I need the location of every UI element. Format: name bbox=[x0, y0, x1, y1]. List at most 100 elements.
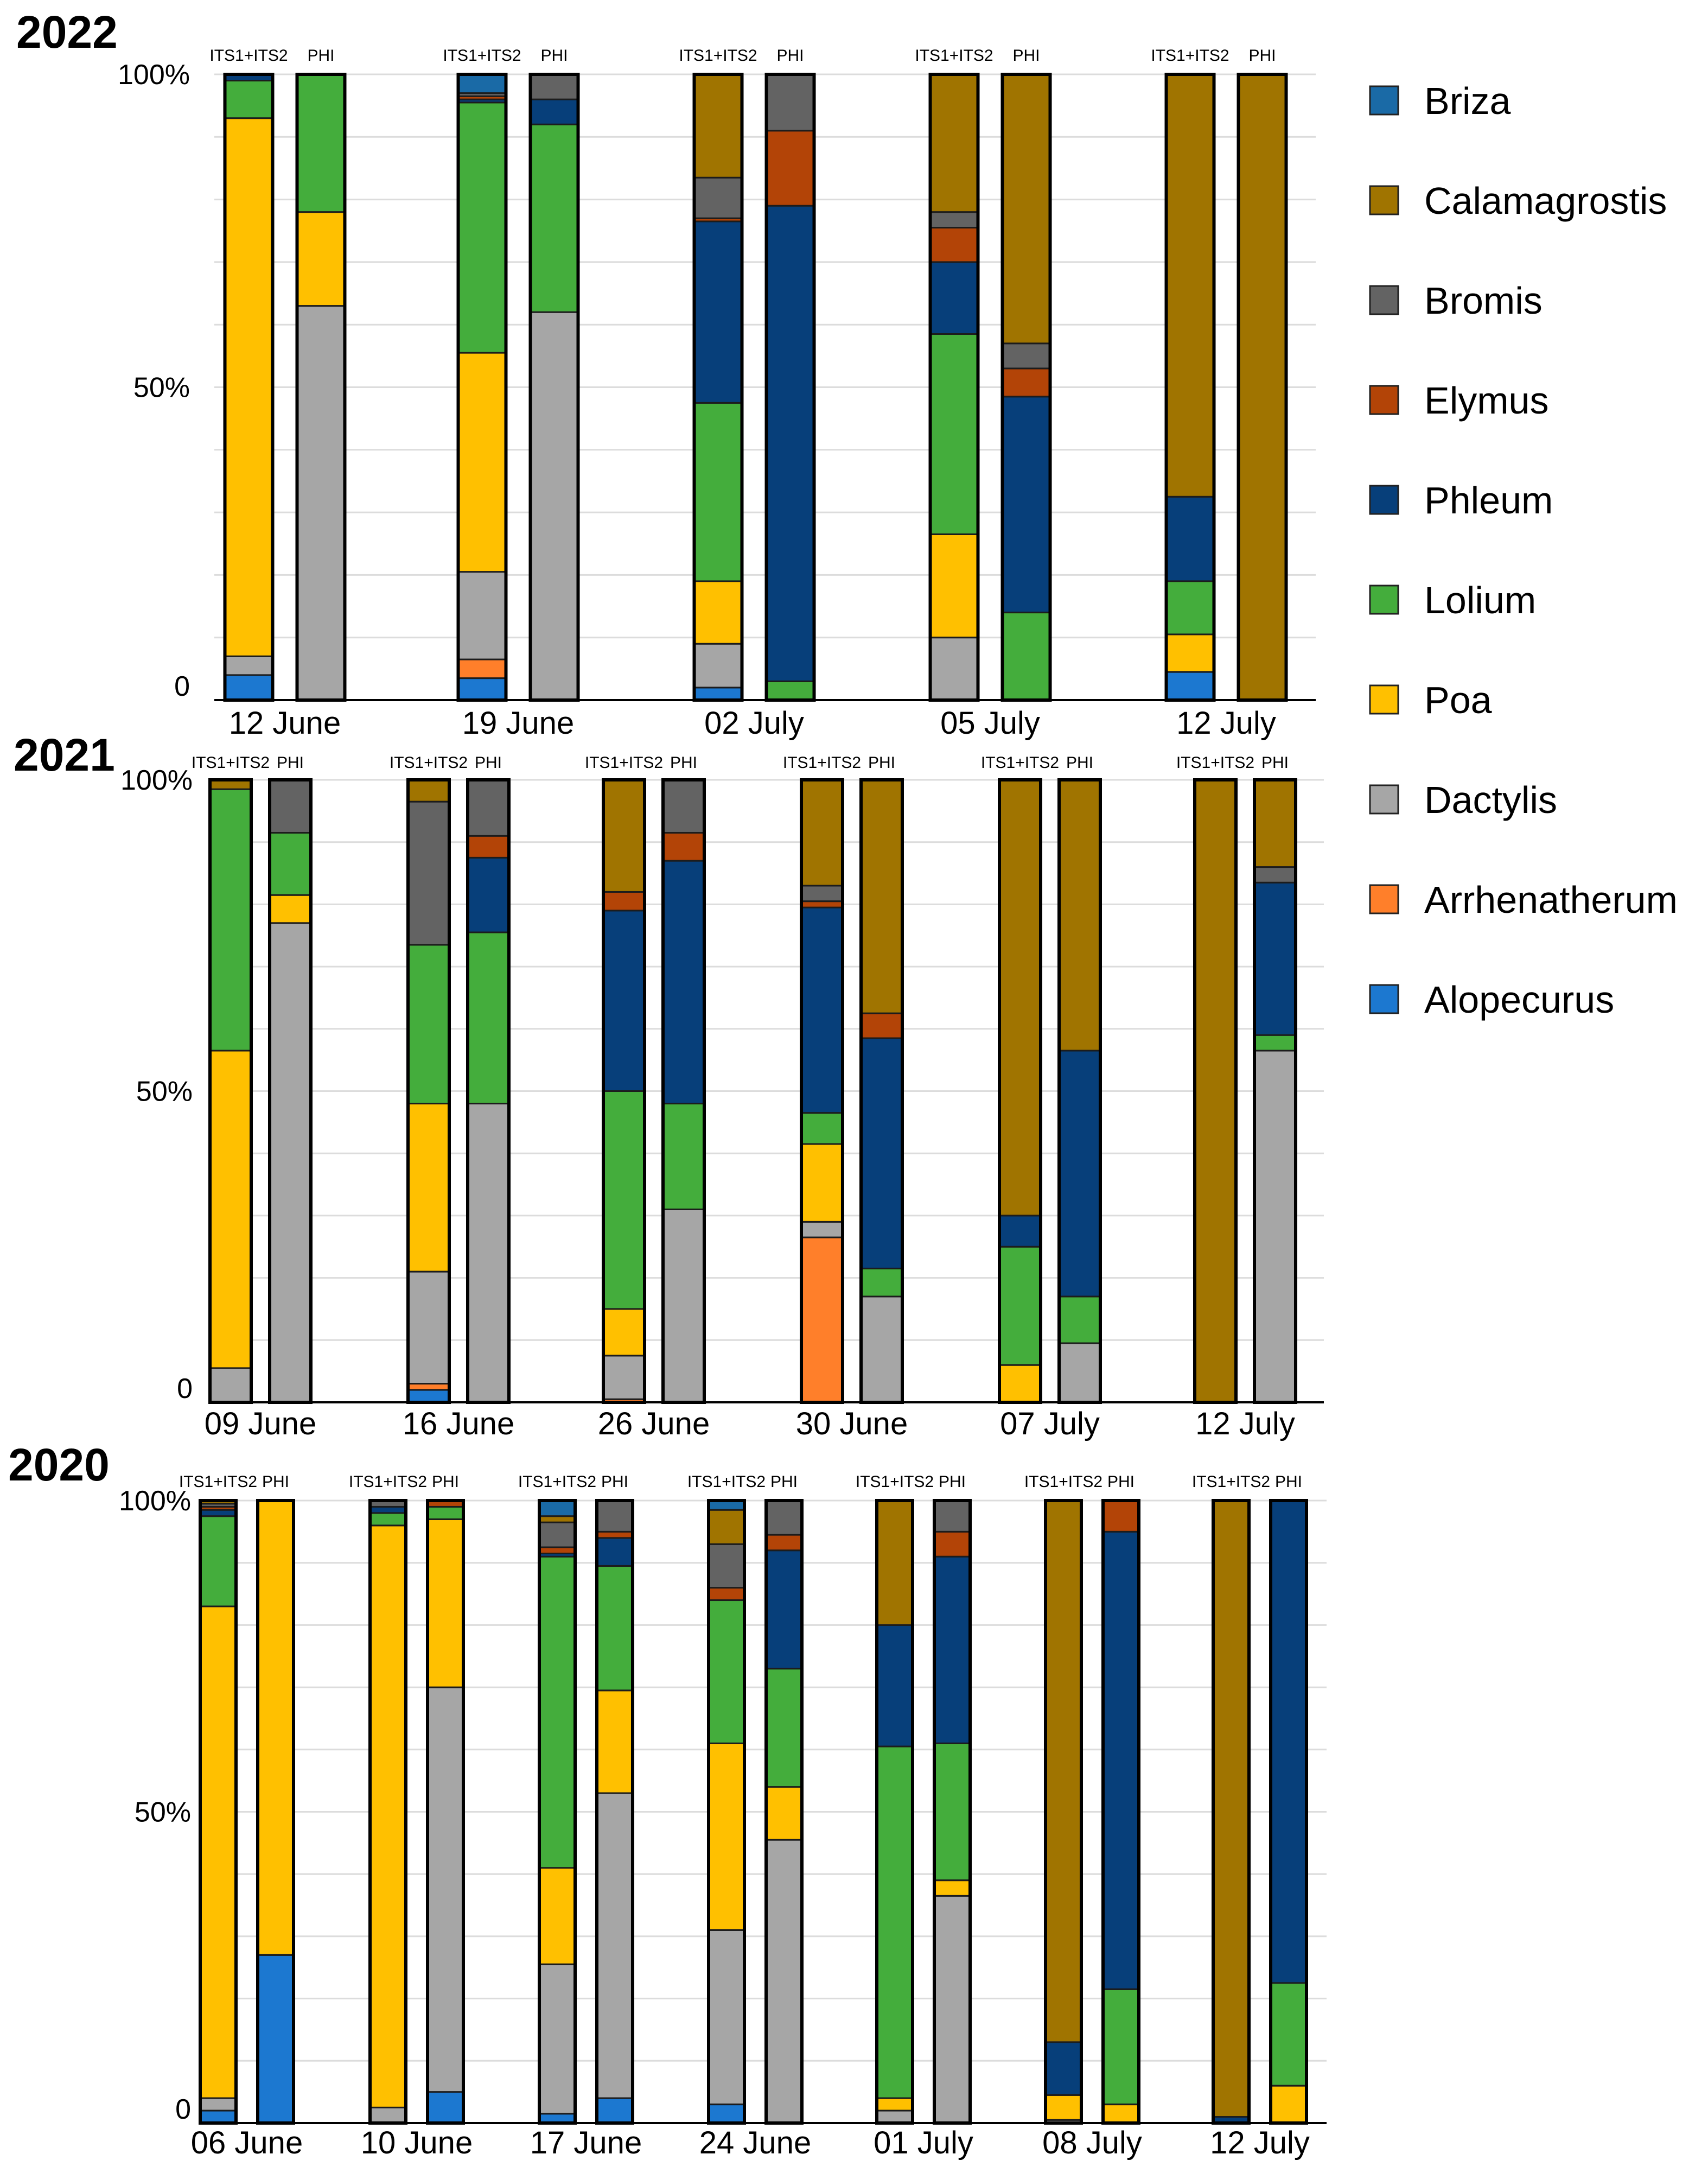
bar-segment-dactylis bbox=[766, 1840, 802, 2123]
date-label: 06 June bbox=[191, 2125, 303, 2160]
bar-segment-poa bbox=[200, 1606, 236, 2098]
legend-swatch bbox=[1370, 586, 1398, 614]
bar-phi bbox=[861, 780, 902, 1402]
bar-segment-alopecurus bbox=[408, 1390, 449, 1402]
column-label: PHI bbox=[475, 754, 502, 772]
legend-label: Briza bbox=[1424, 80, 1511, 122]
bar-its bbox=[458, 74, 506, 700]
bar-segment-lolium bbox=[934, 1743, 970, 1880]
group-26-june: ITS1+ITS2 PHI26 June bbox=[585, 754, 710, 1441]
bar-segment-poa bbox=[225, 118, 273, 657]
bar-its bbox=[1046, 1501, 1081, 2123]
bar-segment-phleum bbox=[663, 861, 704, 1103]
bar-segment-dactylis bbox=[1254, 1051, 1296, 1402]
legend-swatch bbox=[1370, 386, 1398, 414]
bar-segment-poa bbox=[539, 1868, 575, 1965]
bar-segment-lolium bbox=[1059, 1297, 1100, 1343]
bar-segment-poa bbox=[1103, 2105, 1139, 2123]
bar-segment-poa bbox=[597, 1691, 633, 1793]
bar-segment-elymus bbox=[1103, 1501, 1139, 1531]
legend-item-lolium: Lolium bbox=[1370, 579, 1536, 621]
bar-segment-alopecurus bbox=[200, 2111, 236, 2123]
date-label: 10 June bbox=[361, 2125, 473, 2160]
bar-segment-poa bbox=[1167, 634, 1214, 672]
bar-segment-poa bbox=[934, 1880, 970, 1896]
legend-swatch bbox=[1370, 985, 1398, 1013]
bar-segment-phleum bbox=[468, 857, 509, 932]
legend-item-dactylis: Dactylis bbox=[1370, 779, 1557, 821]
bar-segment-elymus bbox=[766, 1535, 802, 1550]
group-05-july: ITS1+ITS2 PHI05 July bbox=[915, 47, 1050, 741]
bar-segment-poa bbox=[1046, 2095, 1081, 2120]
legend-swatch bbox=[1370, 186, 1398, 214]
column-label: ITS1+ITS2 bbox=[179, 1473, 257, 1491]
bar-segment-calamagrostis bbox=[1046, 1501, 1081, 2042]
column-label: ITS1+ITS2 bbox=[1176, 754, 1254, 772]
column-label: ITS1+ITS2 bbox=[679, 47, 757, 65]
bar-segment-bromis bbox=[468, 780, 509, 836]
bar-its bbox=[408, 780, 449, 1402]
column-label: ITS1+ITS2 bbox=[915, 47, 993, 65]
bar-segment-poa bbox=[766, 1787, 802, 1840]
bar-segment-bromis bbox=[663, 780, 704, 833]
bar-segment-bromis bbox=[694, 177, 742, 218]
legend-item-arrhenatherum: Arrhenatherum bbox=[1370, 879, 1678, 921]
bar-segment-alopecurus bbox=[709, 2105, 744, 2123]
bar-segment-phleum bbox=[200, 1510, 236, 1516]
y-tick-label: 0 bbox=[177, 1373, 193, 1405]
column-label: ITS1+ITS2 bbox=[390, 754, 468, 772]
bar-segment-phleum bbox=[1254, 882, 1296, 1035]
bar-segment-phleum bbox=[801, 907, 843, 1113]
bar-segment-phleum bbox=[934, 1556, 970, 1743]
bar-segment-lolium bbox=[999, 1247, 1041, 1365]
bar-segment-elymus bbox=[597, 1531, 633, 1537]
bar-phi bbox=[531, 74, 578, 700]
bar-segment-bromis bbox=[767, 74, 814, 131]
bar-segment-arrhenatherum bbox=[408, 1384, 449, 1390]
y-tick-label: 100% bbox=[118, 59, 190, 91]
bar-segment-lolium bbox=[931, 334, 978, 534]
bar-segment-phleum bbox=[597, 1538, 633, 1566]
group-12-july: ITS1+ITS2 PHI 12 July bbox=[1151, 47, 1286, 741]
bar-phi bbox=[663, 780, 704, 1402]
date-label: 12 July bbox=[1210, 2125, 1310, 2160]
bar-segment-calamagrostis bbox=[877, 1501, 913, 1625]
bar-segment-dactylis bbox=[709, 1930, 744, 2104]
bar-segment-poa bbox=[1271, 2086, 1307, 2123]
bar-segment-phleum bbox=[861, 1038, 902, 1268]
legend-swatch bbox=[1370, 86, 1398, 115]
bar-segment-lolium bbox=[210, 789, 251, 1051]
bar-segment-lolium bbox=[766, 1669, 802, 1787]
bar-segment-alopecurus bbox=[597, 2098, 633, 2123]
bar-segment-dactylis bbox=[458, 572, 506, 659]
legend-label: Alopecurus bbox=[1424, 978, 1614, 1021]
bar-segment-phleum bbox=[1003, 397, 1050, 613]
bar-its bbox=[694, 74, 742, 700]
bar-segment-bromis bbox=[934, 1501, 970, 1531]
bar-segment-elymus bbox=[539, 1547, 575, 1553]
bar-phi bbox=[766, 1501, 802, 2123]
date-label: 16 June bbox=[403, 1406, 514, 1441]
bar-segment-poa bbox=[270, 895, 311, 923]
bar-segment-lolium bbox=[468, 932, 509, 1103]
bar-segment-bromis bbox=[531, 74, 578, 99]
column-label: PHI bbox=[432, 1473, 459, 1491]
bar-phi bbox=[270, 780, 311, 1402]
date-label: 12 July bbox=[1176, 706, 1276, 741]
bar-segment-dactylis bbox=[428, 1687, 463, 2092]
bar-its bbox=[370, 1501, 406, 2123]
bar-segment-alopecurus bbox=[458, 678, 506, 700]
bar-segment-bromis bbox=[931, 212, 978, 228]
column-label: PHI bbox=[1107, 1473, 1135, 1491]
date-label: 26 June bbox=[598, 1406, 710, 1441]
date-label: 30 June bbox=[796, 1406, 908, 1441]
bar-phi bbox=[1271, 1501, 1307, 2123]
bar-phi bbox=[934, 1501, 970, 2123]
y-tick-label: 0 bbox=[174, 671, 190, 702]
bar-phi bbox=[1003, 74, 1050, 700]
legend-label: Lolium bbox=[1424, 579, 1536, 621]
bar-segment-calamagrostis bbox=[539, 1516, 575, 1522]
date-label: 09 June bbox=[205, 1406, 316, 1441]
bar-phi bbox=[468, 780, 509, 1402]
